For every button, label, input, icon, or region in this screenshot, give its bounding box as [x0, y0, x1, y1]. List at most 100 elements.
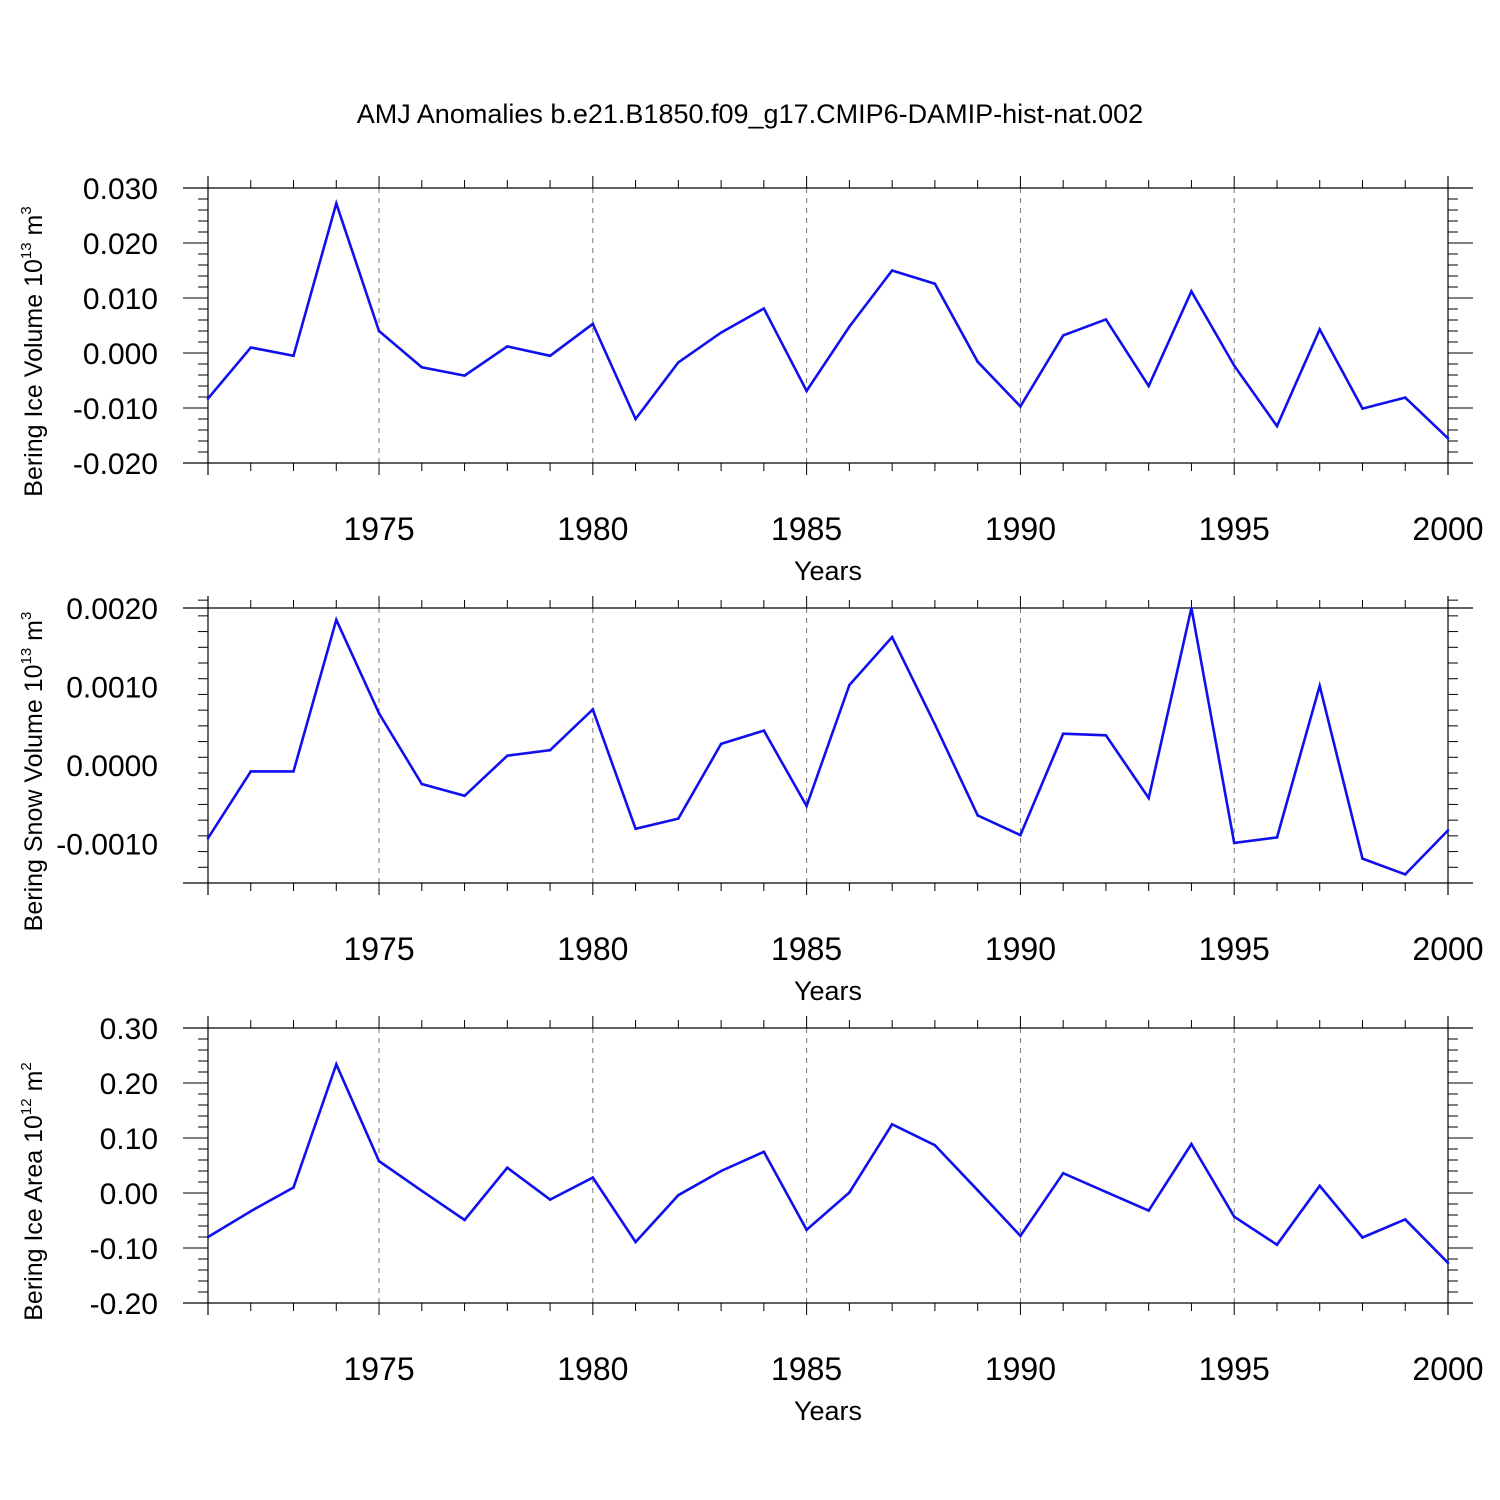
data-point: [334, 618, 338, 622]
data-point: [249, 1209, 253, 1213]
data-point: [719, 331, 723, 334]
y-tick-label: -0.10: [90, 1233, 158, 1266]
figure-title: AMJ Anomalies b.e21.B1850.f09_g17.CMIP6-…: [357, 99, 1143, 129]
x-tick-label: 1990: [985, 511, 1056, 547]
data-point: [206, 1235, 210, 1239]
x-tick-label: 1975: [343, 511, 414, 547]
data-point: [933, 1143, 937, 1147]
y-tick-label: -0.020: [73, 448, 158, 481]
data-point: [890, 1122, 894, 1126]
data-point: [848, 683, 851, 687]
data-point: [506, 754, 509, 758]
data-point: [634, 1240, 637, 1244]
data-point: [805, 804, 808, 808]
chart-panel-1: -0.020 -0.010 0.000 0.010 0.020 0.030 1975 1980…: [18, 173, 1484, 586]
y-tick-label: 0.10: [100, 1123, 158, 1156]
x-tick-label: 1990: [985, 931, 1056, 967]
data-point: [1446, 829, 1450, 832]
data-point: [249, 770, 253, 773]
data-point: [719, 742, 723, 746]
data-point: [292, 770, 295, 773]
data-point: [1147, 1209, 1150, 1212]
y-tick-label: 0.000: [83, 338, 158, 371]
y-tick-label: 0.0000: [66, 750, 158, 783]
data-point: [805, 389, 808, 393]
data-point: [1318, 684, 1322, 688]
data-point: [292, 1186, 295, 1189]
data-point: [377, 711, 381, 715]
x-tick-label: 1975: [343, 931, 414, 967]
data-point: [1232, 1215, 1236, 1218]
x-tick-label: 1995: [1199, 931, 1270, 967]
y-axis-label: Bering Snow Volume 1013 m3: [18, 612, 48, 932]
data-point: [206, 836, 210, 840]
data-point: [933, 282, 937, 286]
data-point: [1104, 318, 1108, 321]
data-point: [1104, 1190, 1108, 1194]
data-point: [463, 794, 466, 798]
data-point: [463, 1218, 466, 1222]
data-point: [249, 346, 253, 349]
data-point: [677, 361, 680, 364]
data-point: [677, 1193, 680, 1197]
data-point: [1190, 606, 1193, 610]
y-tick-label: -0.010: [73, 393, 158, 426]
data-point: [1019, 833, 1022, 837]
series-line: [206, 607, 1449, 876]
x-axis-label: Years: [794, 556, 862, 586]
data-point: [377, 1159, 381, 1163]
x-tick-label: 1995: [1199, 1351, 1270, 1387]
data-point: [463, 374, 466, 377]
data-point: [506, 345, 509, 348]
y-tick-label: 0.010: [83, 283, 158, 316]
data-point: [1147, 384, 1150, 388]
data-point: [1190, 1142, 1193, 1146]
data-point: [591, 1176, 595, 1179]
chart-panel-3: -0.20 -0.10 0.00 0.10 0.20 0.30 1975 1980 1985 19…: [18, 1013, 1484, 1426]
x-axis-label: Years: [794, 1396, 862, 1426]
panels-container: -0.020 -0.010 0.000 0.010 0.020 0.030 1975 1980…: [18, 173, 1484, 1426]
y-tick-label: 0.30: [100, 1013, 158, 1046]
data-point: [1232, 364, 1236, 367]
data-point: [420, 782, 424, 786]
data-point: [1361, 1236, 1364, 1239]
y-axis-label: Bering Ice Area 1012 m2: [18, 1062, 48, 1321]
data-point: [1190, 290, 1193, 293]
y-tick-label: 0.030: [83, 173, 158, 206]
data-point: [591, 322, 595, 326]
data-point: [334, 202, 338, 205]
data-point: [976, 360, 979, 364]
x-tick-label: 1990: [985, 1351, 1056, 1387]
x-tick-label: 2000: [1412, 1351, 1483, 1387]
x-tick-label: 2000: [1412, 511, 1483, 547]
x-tick-label: 1995: [1199, 511, 1270, 547]
data-point: [1019, 1234, 1022, 1238]
data-point: [677, 817, 680, 820]
data-point: [1104, 733, 1108, 737]
data-point: [1147, 796, 1150, 800]
data-point: [1019, 405, 1022, 408]
data-point: [1361, 407, 1364, 410]
data-point: [1275, 424, 1279, 428]
data-point: [420, 1189, 424, 1193]
data-point: [1403, 396, 1407, 399]
series-line: [207, 198, 1449, 440]
x-tick-label: 1980: [557, 931, 628, 967]
data-point: [1361, 857, 1364, 860]
data-point: [506, 1166, 509, 1169]
data-point: [1232, 841, 1236, 845]
y-tick-label: -0.0010: [56, 829, 158, 862]
data-point: [1403, 873, 1407, 876]
data-point: [1403, 1218, 1407, 1221]
x-tick-label: 1980: [557, 511, 628, 547]
data-point: [890, 635, 894, 639]
y-tick-label: 0.0010: [66, 672, 158, 705]
data-point: [548, 1198, 552, 1201]
data-point: [848, 325, 851, 328]
y-tick-label: 0.00: [100, 1178, 158, 1211]
x-tick-label: 1980: [557, 1351, 628, 1387]
y-axis-label: Bering Ice Volume 1013 m3: [18, 206, 48, 496]
data-point: [1275, 1243, 1279, 1246]
chart-panel-2: -0.0010 0.0000 0.0010 0.0020 1975 1980 1985 199…: [18, 593, 1484, 1006]
